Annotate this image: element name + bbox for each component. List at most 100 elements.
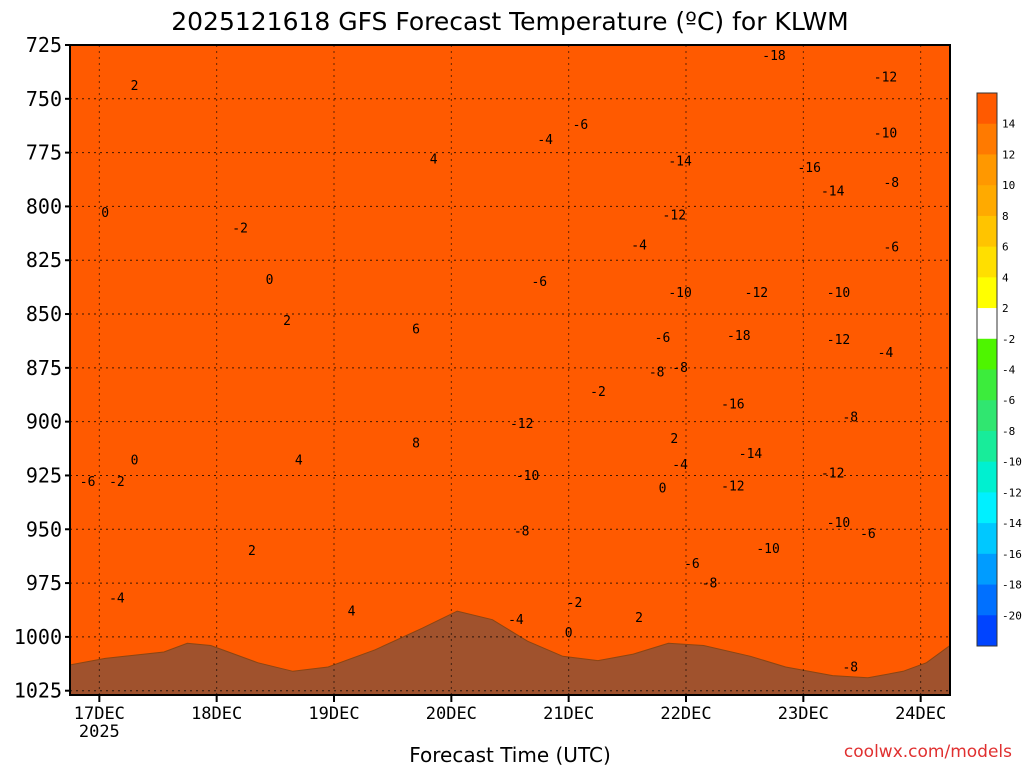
heat-cell [742,182,751,196]
heat-cell [686,395,695,409]
heat-cell [390,370,399,384]
heat-cell [126,607,135,621]
heat-cell [598,245,607,259]
heat-cell [110,182,119,196]
heat-cell [326,270,335,284]
heat-cell [742,282,751,296]
heat-cell [502,470,511,484]
heat-cell [94,220,103,234]
heat-cell [758,382,767,396]
heat-cell [278,395,287,409]
heat-cell [478,545,487,559]
heat-cell [446,232,455,246]
heat-cell [86,395,95,409]
heat-cell [326,307,335,321]
heat-cell [662,420,671,434]
heat-cell [518,370,527,384]
heat-cell [526,70,535,84]
heat-cell [310,407,319,421]
heat-cell [78,507,87,521]
heat-cell [454,70,463,84]
heat-cell [694,370,703,384]
heat-cell [630,382,639,396]
heat-cell [150,320,159,334]
heat-cell [414,157,423,171]
heat-cell [638,232,647,246]
heat-cell [358,432,367,446]
heat-cell [94,357,103,371]
heat-cell [214,170,223,184]
heat-cell [350,370,359,384]
heat-cell [174,82,183,96]
heat-cell [398,282,407,296]
heat-cell [286,95,295,109]
heat-cell [342,70,351,84]
heat-cell [582,432,591,446]
heat-cell [574,132,583,146]
heat-cell [334,520,343,534]
heat-cell [774,545,783,559]
heat-cell [510,545,519,559]
heat-cell [718,157,727,171]
heat-cell [670,357,679,371]
heat-cell [622,420,631,434]
heat-cell [654,582,663,596]
heat-cell [326,107,335,121]
heat-cell [70,345,79,359]
heat-cell [390,70,399,84]
heat-cell [638,345,647,359]
heat-cell [694,320,703,334]
heat-cell [294,357,303,371]
heat-cell [382,445,391,459]
heat-cell [614,345,623,359]
heat-cell [158,607,167,621]
heat-cell [542,157,551,171]
heat-cell [750,520,759,534]
heat-cell [558,182,567,196]
heat-cell [126,195,135,209]
heat-cell [326,507,335,521]
heat-cell [582,420,591,434]
heat-cell [686,507,695,521]
heat-cell [470,595,479,609]
heat-cell [310,557,319,571]
heat-cell [214,320,223,334]
heat-cell [390,57,399,71]
heat-cell [614,120,623,134]
heat-cell [366,607,375,621]
heat-cell [742,107,751,121]
heat-cell [262,620,271,634]
heat-cell [646,432,655,446]
heat-cell [70,420,79,434]
heat-cell [198,270,207,284]
heat-cell [102,457,111,471]
heat-cell [366,357,375,371]
heat-cell [318,245,327,259]
heat-cell [670,245,679,259]
heat-cell [86,520,95,534]
heat-cell [246,45,255,59]
heat-cell [614,620,623,634]
heat-cell [558,370,567,384]
heat-cell [598,445,607,459]
heat-cell [246,332,255,346]
heat-cell [374,357,383,371]
heat-cell [446,145,455,159]
heat-cell [422,445,431,459]
heat-cell [318,645,327,659]
heat-cell [318,320,327,334]
heat-cell [654,82,663,96]
heat-cell [454,395,463,409]
heat-cell [118,207,127,221]
heat-cell [246,520,255,534]
heat-cell [102,482,111,496]
heat-cell [718,70,727,84]
heat-cell [518,57,527,71]
heat-cell [166,482,175,496]
heat-cell [302,70,311,84]
heat-cell [406,607,415,621]
heat-cell [310,520,319,534]
heat-cell [358,295,367,309]
heat-cell [110,432,119,446]
heat-cell [534,532,543,546]
